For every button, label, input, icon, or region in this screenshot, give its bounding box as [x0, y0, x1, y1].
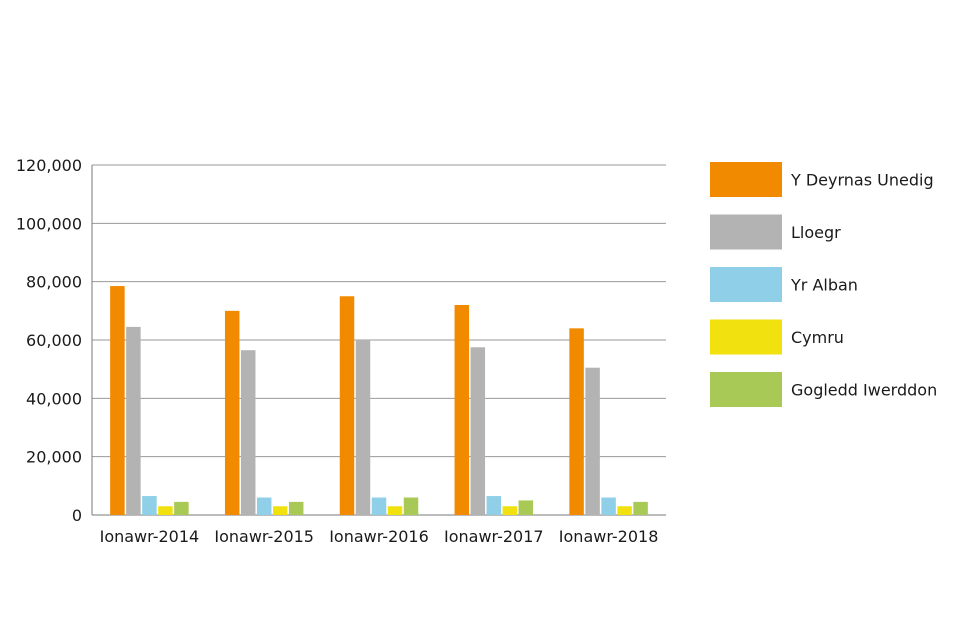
- bar: [142, 496, 157, 515]
- bar: [256, 497, 272, 515]
- bar: [288, 501, 304, 515]
- y-tick-label: 120,000: [16, 156, 82, 175]
- bar: [339, 296, 355, 515]
- bar: [617, 506, 632, 515]
- legend-label: Yr Alban: [790, 276, 858, 295]
- y-axis-tick-labels: 0 20,000 40,000 60,000 80,000 100,000 120,000: [16, 156, 82, 525]
- legend-label: Gogledd Iwerddon: [791, 381, 937, 400]
- legend-label: Lloegr: [791, 223, 841, 242]
- legend-label: Cymru: [791, 328, 844, 347]
- legend-swatch: [710, 214, 782, 250]
- x-tick-label: Ionawr-2014: [100, 527, 200, 546]
- bar: [272, 506, 288, 515]
- y-tick-label: 60,000: [26, 331, 82, 350]
- bar: [633, 501, 648, 515]
- y-tick-label: 40,000: [26, 389, 82, 408]
- legend-swatch: [710, 319, 782, 355]
- legend-swatch: [710, 162, 782, 197]
- legend-swatch: [710, 372, 782, 407]
- bar: [585, 367, 600, 515]
- bar: [454, 305, 470, 515]
- x-tick-label: Ionawr-2015: [214, 527, 314, 546]
- x-tick-label: Ionawr-2017: [444, 527, 544, 546]
- bar: [569, 328, 584, 515]
- bar: [110, 286, 125, 515]
- bar: [158, 506, 173, 515]
- y-tick-label: 100,000: [16, 214, 82, 233]
- bars: [110, 286, 648, 515]
- bar: [224, 310, 240, 515]
- x-axis-tick-labels: Ionawr-2014 Ionawr-2015 Ionawr-2016 Ionawr-…: [100, 527, 659, 546]
- y-tick-label: 20,000: [26, 448, 82, 467]
- bar: [240, 350, 256, 515]
- bar: [355, 340, 371, 515]
- bar: [126, 326, 141, 515]
- bar: [174, 501, 189, 515]
- bar: [403, 497, 419, 515]
- bar: [601, 497, 616, 515]
- bar: [387, 506, 403, 515]
- legend: Y Deyrnas Unedig Lloegr Yr Alban Cymru Gogle…: [710, 162, 937, 407]
- x-tick-label: Ionawr-2018: [559, 527, 659, 546]
- y-tick-label: 0: [72, 506, 82, 525]
- bar: [518, 500, 534, 515]
- bar: [371, 497, 387, 515]
- legend-swatch: [710, 267, 782, 302]
- bar: [486, 496, 502, 515]
- legend-label: Y Deyrnas Unedig: [790, 171, 934, 190]
- x-tick-label: Ionawr-2016: [329, 527, 429, 546]
- y-tick-label: 80,000: [26, 273, 82, 292]
- bar: [502, 506, 518, 515]
- bar: [470, 347, 486, 515]
